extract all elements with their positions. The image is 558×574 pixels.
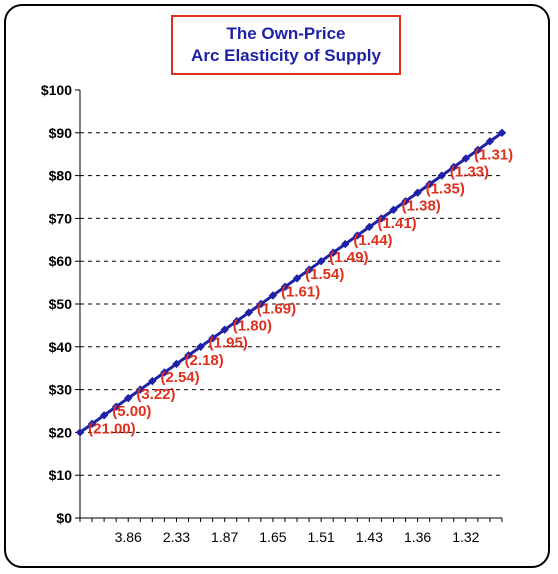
data-point <box>184 351 193 360</box>
data-label: (21.00) <box>88 420 136 437</box>
data-point <box>232 316 241 326</box>
chart-title: The Own-Price Arc Elasticity of Supply <box>171 15 401 75</box>
y-tick-label: $90 <box>49 125 73 141</box>
data-point <box>208 334 217 343</box>
x-tick-label: 1.32 <box>452 529 479 545</box>
data-point <box>413 188 422 197</box>
y-tick-label: $40 <box>49 339 73 355</box>
data-point <box>172 359 181 369</box>
y-tick-label: $70 <box>49 210 73 226</box>
data-point <box>256 299 266 309</box>
data-label: (1.49) <box>329 249 368 266</box>
y-tick-label: $20 <box>49 424 73 440</box>
data-point <box>148 376 157 386</box>
data-label: (1.44) <box>353 232 392 249</box>
chart-frame <box>4 4 550 568</box>
data-point <box>280 282 290 292</box>
chart-title-line-1: The Own-Price <box>226 24 346 43</box>
x-tick-label: 2.33 <box>163 529 190 545</box>
data-point <box>75 428 85 437</box>
data-point <box>353 231 362 240</box>
x-tick-label: 1.51 <box>308 529 335 545</box>
data-point <box>111 402 121 411</box>
y-tick-label: $60 <box>49 253 73 269</box>
x-tick-label: 1.36 <box>404 529 431 545</box>
data-point <box>292 274 302 283</box>
y-tick-label: $30 <box>49 382 73 398</box>
data-point <box>244 308 253 317</box>
data-label: (1.69) <box>257 300 296 317</box>
data-point <box>461 154 471 163</box>
y-tick-label: $0 <box>56 510 72 526</box>
data-label: (1.35) <box>426 181 465 198</box>
data-point <box>425 179 434 189</box>
data-point <box>160 368 169 377</box>
y-tick-label: $50 <box>49 296 73 312</box>
data-label: (1.54) <box>305 266 344 283</box>
data-point <box>304 265 314 274</box>
data-label: (1.41) <box>377 215 416 232</box>
data-point <box>136 385 145 394</box>
x-tick-label: 1.87 <box>211 529 238 545</box>
data-point <box>485 137 495 146</box>
data-label: (1.31) <box>474 146 513 163</box>
data-label: (5.00) <box>112 403 151 420</box>
data-point <box>268 291 278 300</box>
data-point <box>389 205 398 215</box>
x-tick-label: 1.43 <box>356 529 383 545</box>
data-label: (1.33) <box>450 163 489 180</box>
data-point <box>497 128 507 137</box>
data-label: (1.95) <box>209 335 248 352</box>
data-label: (2.18) <box>185 352 224 369</box>
data-point <box>99 411 109 420</box>
data-point <box>449 162 458 172</box>
data-point <box>316 257 326 266</box>
data-label: (1.38) <box>402 198 441 215</box>
y-tick-label: $100 <box>41 82 72 98</box>
y-tick-label: $10 <box>49 467 73 483</box>
y-tick-label: $80 <box>49 168 73 184</box>
data-point <box>87 419 97 429</box>
data-point <box>124 393 133 403</box>
data-point <box>473 145 483 155</box>
data-label: (1.80) <box>233 318 272 335</box>
data-point <box>377 214 386 223</box>
data-point <box>196 342 205 351</box>
data-label: (3.22) <box>136 386 175 403</box>
data-point <box>365 222 374 232</box>
data-label: (2.54) <box>160 369 199 386</box>
data-point <box>341 239 350 249</box>
data-point <box>220 325 229 334</box>
data-point <box>437 171 446 180</box>
data-point <box>329 248 338 257</box>
data-label: (1.61) <box>281 283 320 300</box>
data-point <box>401 197 410 206</box>
chart-title-line-2: Arc Elasticity of Supply <box>191 46 381 65</box>
x-tick-label: 1.65 <box>259 529 286 545</box>
x-tick-label: 3.86 <box>115 529 142 545</box>
